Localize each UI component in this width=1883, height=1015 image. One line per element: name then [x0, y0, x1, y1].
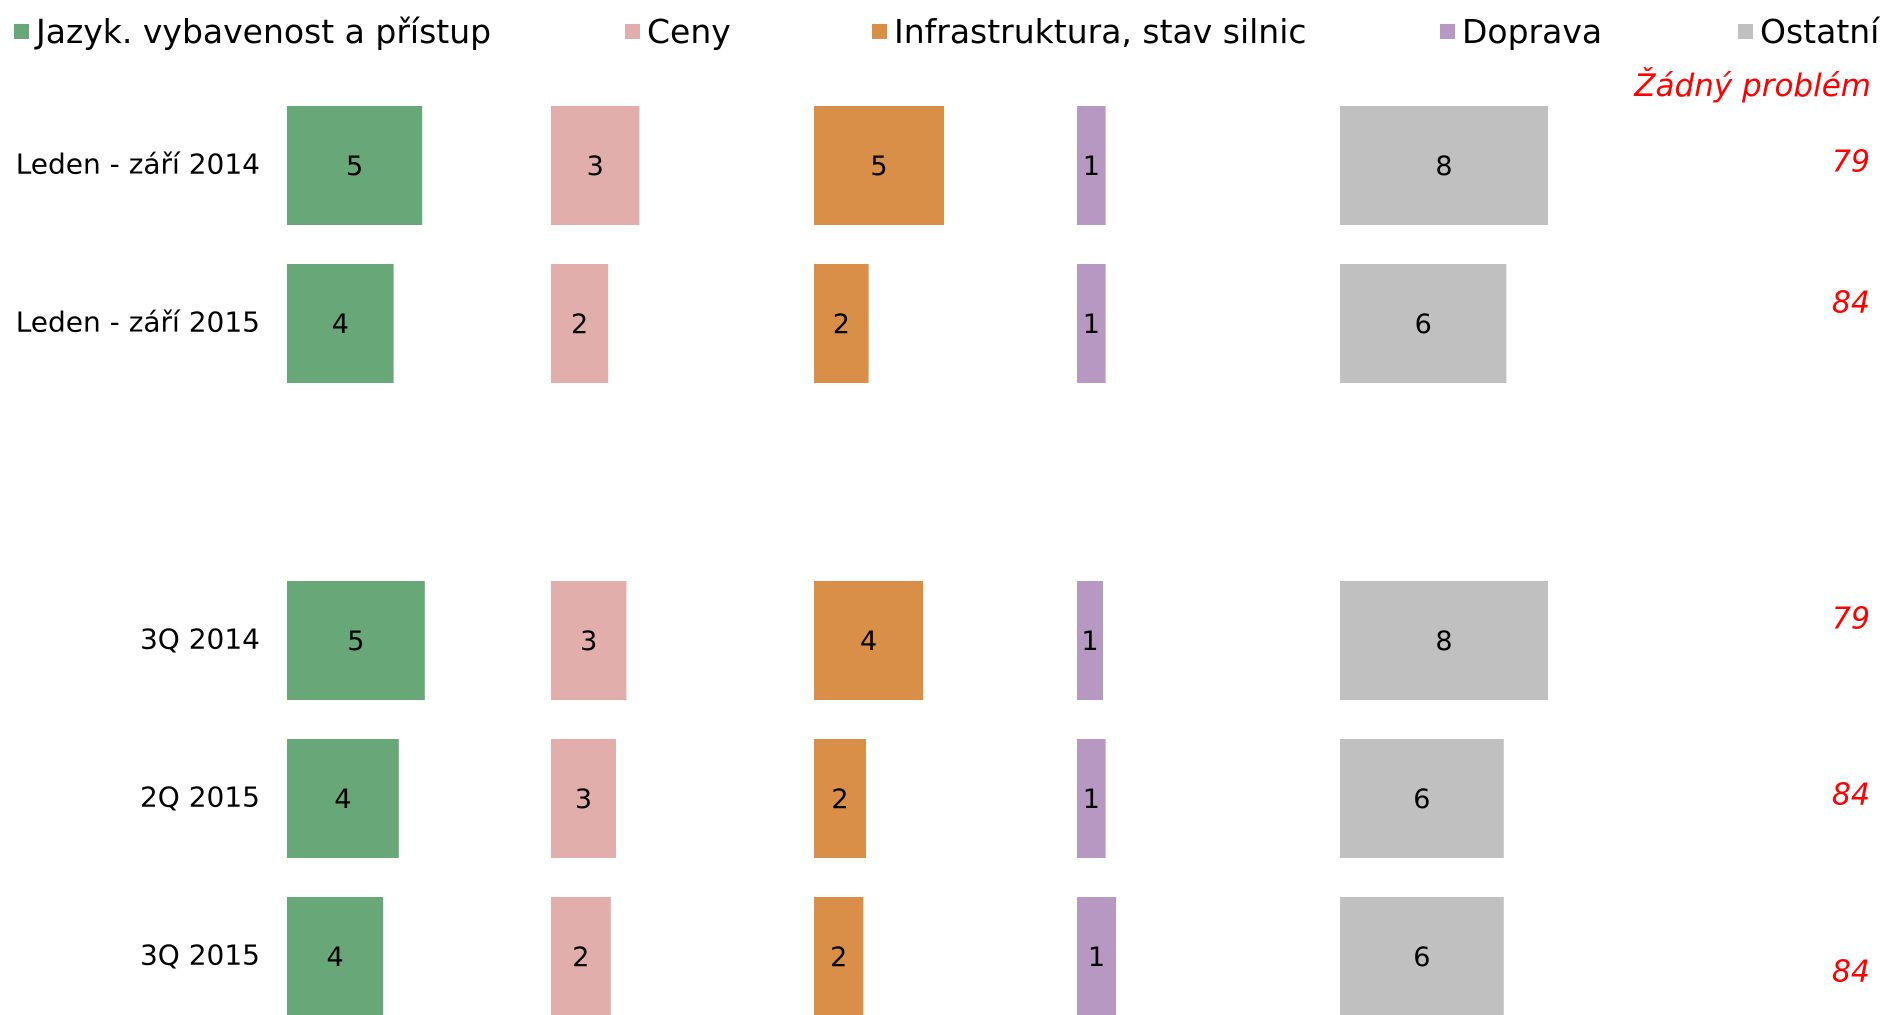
- bar: [1077, 106, 1106, 225]
- legend-item: Jazyk. vybavenost a přístup: [14, 6, 491, 56]
- no-problem-value: 84: [1832, 955, 1870, 990]
- bar-value-label: 4: [334, 784, 351, 815]
- row-label: 3Q 2015: [140, 939, 260, 972]
- bar-value-label: 3: [575, 784, 592, 815]
- bar: [814, 264, 869, 383]
- legend-label: Ostatní: [1760, 11, 1880, 51]
- bar-value-label: 1: [1083, 309, 1100, 340]
- bar-value-label: 8: [1435, 626, 1452, 657]
- bar-value-label: 1: [1081, 626, 1098, 657]
- row-label: 3Q 2014: [140, 623, 260, 656]
- bar-value-label: 8: [1435, 151, 1452, 182]
- bar-value-label: 2: [831, 784, 848, 815]
- bar: [1340, 106, 1548, 225]
- legend-swatch: [14, 23, 29, 39]
- bar: [814, 739, 866, 858]
- bar: [1077, 264, 1106, 383]
- bar-value-label: 4: [332, 309, 349, 340]
- legend-item: Doprava: [1440, 6, 1602, 56]
- bar-value-label: 3: [587, 151, 604, 182]
- bar: [814, 897, 864, 1015]
- bar-value-label: 1: [1083, 784, 1100, 815]
- bar: [551, 264, 609, 383]
- row-label: Leden - září 2014: [16, 148, 260, 181]
- no-problem-value: 84: [1832, 778, 1870, 813]
- bar: [1077, 897, 1116, 1015]
- legend-item: Infrastruktura, stav silnic: [872, 6, 1307, 56]
- no-problem-value: 79: [1832, 602, 1870, 637]
- bar: [1077, 739, 1106, 858]
- no-problem-value: 84: [1832, 286, 1870, 321]
- bar: [551, 581, 627, 700]
- bar: [814, 581, 924, 700]
- bar-value-label: 5: [347, 626, 364, 657]
- bar-value-label: 6: [1415, 309, 1432, 340]
- bar: [551, 106, 640, 225]
- legend-label: Ceny: [647, 11, 731, 51]
- bar-value-label: 2: [571, 309, 588, 340]
- legend-item: Ostatní: [1738, 6, 1879, 56]
- bar-value-label: 2: [833, 309, 850, 340]
- no-problem-column-title: Žádný problém: [1634, 68, 1871, 104]
- no-problem-value: 79: [1832, 145, 1870, 180]
- bar-value-label: 5: [346, 151, 363, 182]
- legend-swatch: [1440, 23, 1455, 39]
- legend-label: Doprava: [1462, 11, 1603, 51]
- bar: [1340, 739, 1504, 858]
- bar: [1340, 581, 1548, 700]
- bar: [287, 264, 394, 383]
- legend-item: Ceny: [625, 6, 731, 56]
- legend: Jazyk. vybavenost a přístup Ceny Infrastru…: [0, 6, 1883, 56]
- bar: [1340, 897, 1504, 1015]
- bar-value-label: 1: [1088, 942, 1105, 973]
- bar-value-label: 6: [1413, 942, 1430, 973]
- bar-value-label: 1: [1083, 151, 1100, 182]
- bar: [287, 106, 423, 225]
- bar-value-label: 2: [572, 942, 589, 973]
- legend-swatch: [625, 23, 640, 39]
- bar: [1340, 264, 1507, 383]
- bar: [287, 581, 425, 700]
- row-label: Leden - září 2015: [16, 306, 260, 339]
- bar: [287, 739, 399, 858]
- bar-value-label: 2: [830, 942, 847, 973]
- legend-label: Jazyk. vybavenost a přístup: [36, 11, 492, 51]
- bar-value-label: 3: [580, 626, 597, 657]
- legend-label: Infrastruktura, stav silnic: [894, 11, 1307, 51]
- legend-swatch: [1738, 23, 1753, 39]
- bar: [551, 739, 616, 858]
- bar: [287, 897, 384, 1015]
- legend-swatch: [872, 23, 887, 39]
- bar-value-label: 6: [1413, 784, 1430, 815]
- bar: [551, 897, 611, 1015]
- bar-value-label: 4: [860, 626, 877, 657]
- row-label: 2Q 2015: [140, 781, 260, 814]
- bar: [1077, 581, 1103, 700]
- bar: [814, 106, 944, 225]
- bar-value-label: 5: [870, 151, 887, 182]
- bar-value-label: 4: [327, 942, 344, 973]
